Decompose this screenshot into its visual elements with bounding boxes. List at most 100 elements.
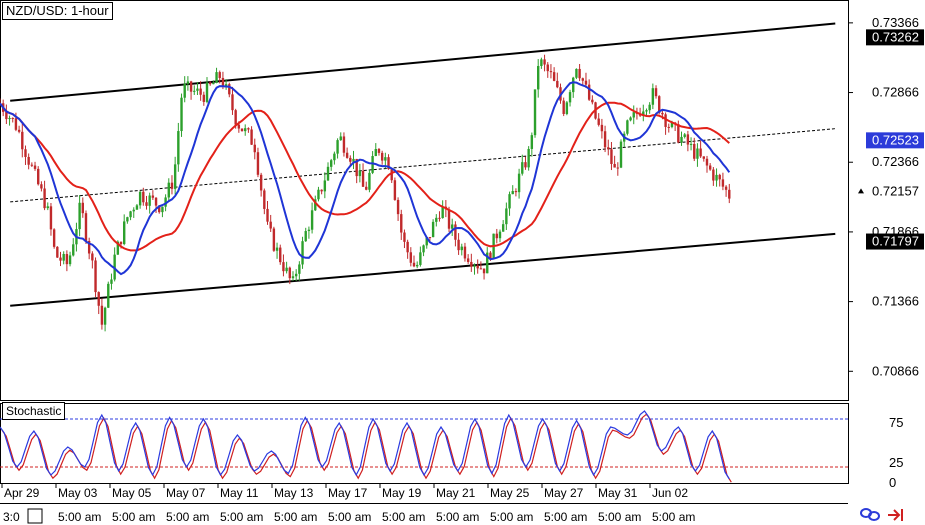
date-label: May 07 [166,486,206,500]
candle-body [189,81,193,92]
candle-body [40,184,43,189]
candle-body [208,82,212,85]
candle-body [119,241,123,245]
candle-body [33,165,37,169]
candle-body [457,239,460,251]
candle-body [482,268,486,274]
candle-body [336,140,339,154]
candle-body [135,205,139,210]
candle-body [543,59,546,65]
candle-body [368,172,371,190]
price-tick-label: 0.73366 [872,15,919,30]
candle-body [323,180,327,192]
candle-body [565,102,569,114]
candle-body [400,214,403,233]
candle-body [199,88,202,95]
candle-body [279,247,282,263]
candle-body [14,118,18,130]
channel-lower-line [10,232,836,307]
candle-body [72,244,75,256]
candle-body [333,153,336,161]
candle-body [240,128,244,132]
candle-body [476,265,479,269]
candle-body [460,246,463,251]
candle-body [696,148,699,159]
candle-body [537,65,540,90]
candle-body [712,169,715,181]
time-label: 5:00 am [220,510,263,524]
candle-body [282,262,285,272]
candle-body [326,166,330,181]
price-label-box [866,233,924,250]
candle-body [495,233,499,239]
candle-body [59,257,62,261]
channel-middle-line [10,128,836,203]
candle-body [670,122,674,128]
scroll-box[interactable] [27,508,43,524]
price-label-box [866,29,924,46]
candle-body [317,189,320,200]
stoch-tick-label: 25 [889,455,903,470]
time-label: 5:00 am [490,510,533,524]
candle-body [396,199,400,215]
candle-body [591,99,594,103]
candle-body [374,148,377,157]
candle-body [196,88,199,91]
candle-body [724,186,728,190]
price-label-black: 0.73262 [872,29,919,44]
candle-body [87,240,91,254]
candle-body [285,267,288,272]
candle-body [626,120,629,134]
candle-body [527,148,530,168]
candle-body [314,199,317,211]
price-label-box [866,132,924,149]
candle-body [352,158,355,162]
time-label: 5:00 am [652,510,695,524]
link-icon[interactable] [860,508,880,521]
candle-body [173,164,177,189]
candle-body [43,188,46,209]
candle-body [505,208,508,225]
price-panel-frame [0,0,849,401]
date-label: May 31 [598,486,638,500]
candle-body [489,252,492,259]
candle-body [62,254,65,261]
candle-body [304,231,307,242]
candle-body [728,189,731,199]
candle-body [387,157,390,170]
candle-body [619,141,623,168]
candle-body [578,68,581,79]
candle-body [530,135,534,149]
candle-body [603,131,607,148]
candle-body [116,241,120,255]
candle-body [320,189,323,192]
candle-body [330,160,333,167]
candle-body [68,255,72,265]
candle-body [221,77,225,87]
candle-body [380,152,384,161]
candle-body [632,112,635,118]
time-label: 5:00 am [544,510,587,524]
candle-body [94,260,97,293]
date-label: May 05 [112,486,152,500]
candle-body [686,134,690,145]
candle-body [65,254,69,265]
candle-body [91,253,94,261]
candle-body [358,170,362,177]
time-label: 5:00 am [166,510,209,524]
candle-body [533,89,537,136]
stoch-tick-label: 75 [889,415,903,430]
candle-body [658,96,661,113]
candle-body [97,292,100,306]
scroll-end-icon-head[interactable] [893,509,901,521]
candle-body [466,258,470,262]
candle-body [699,148,702,157]
candle-body [103,307,107,325]
date-label: May 19 [382,486,422,500]
link-icon-ring-right [868,511,880,521]
candle-body [677,124,680,143]
candle-body [339,136,342,141]
candle-body [126,217,129,222]
candle-body [250,129,253,145]
candle-body [154,197,158,206]
